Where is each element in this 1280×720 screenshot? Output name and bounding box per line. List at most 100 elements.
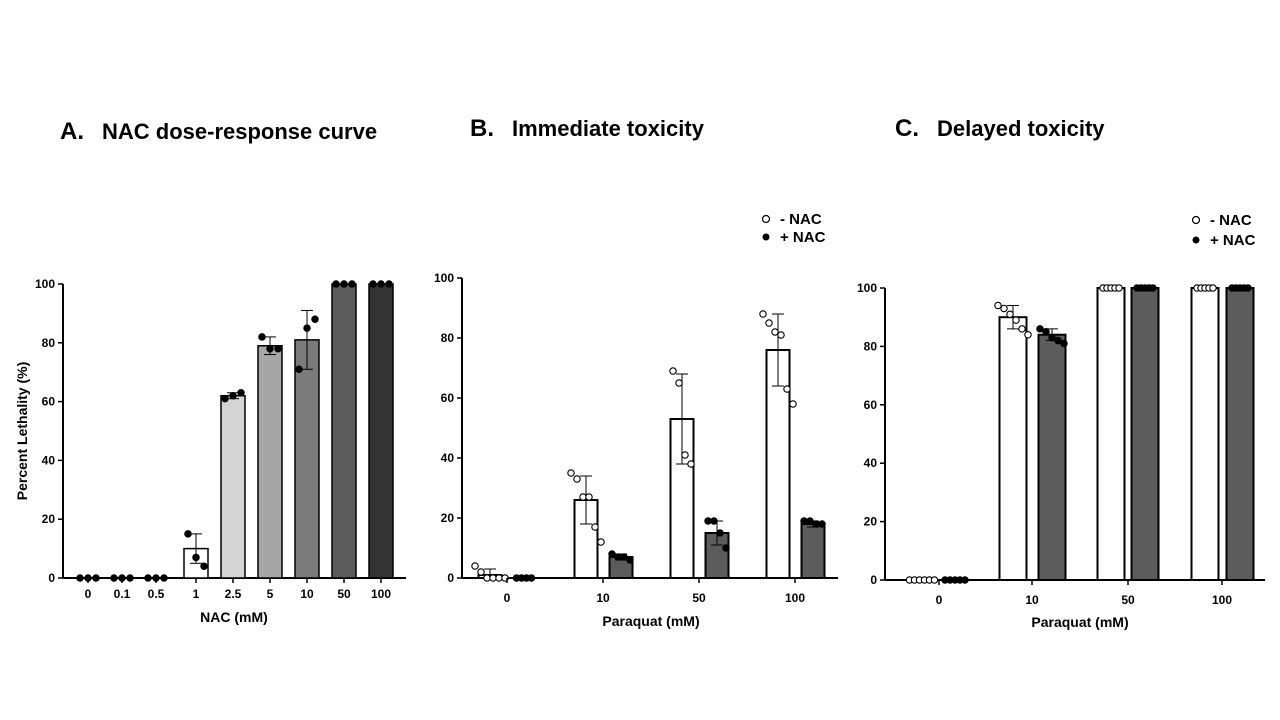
panel-b-xlabel: Paraquat (mM) xyxy=(602,613,699,629)
panel-b-xtick-label: 50 xyxy=(692,591,706,605)
panel-a-xtick-label: 100 xyxy=(371,587,391,601)
panel-a-data-point xyxy=(144,574,152,582)
panel-b-data-point xyxy=(759,310,767,318)
panel-a-data-point xyxy=(303,324,311,332)
panel-c-data-point xyxy=(1000,304,1008,313)
panel-a-data-point xyxy=(184,530,192,538)
legend-b: - NAC + NAC xyxy=(761,211,826,246)
panel-b-data-point xyxy=(800,517,808,525)
panel-a-data-point xyxy=(221,394,229,403)
panel-c-title: Delayed toxicity xyxy=(937,116,1105,141)
panel-a-data-point xyxy=(192,553,200,562)
panel-b-data-point xyxy=(495,574,503,582)
panel-c-data-point xyxy=(994,301,1002,310)
panel-b-data-point xyxy=(681,451,689,459)
panel-a-data-point xyxy=(274,344,282,353)
panel-a-title: NAC dose-response curve xyxy=(102,119,377,144)
panel-b-data-point xyxy=(812,520,820,528)
panel-c-data-point xyxy=(1018,325,1026,333)
panel-a-bar xyxy=(331,283,357,579)
panel-b-data-point xyxy=(471,562,479,570)
panel-b-data-point xyxy=(722,544,730,552)
legend-c-plus-label: + NAC xyxy=(1210,232,1256,249)
legend-c-minus-label: - NAC xyxy=(1210,212,1252,229)
panel-b-data-point xyxy=(806,517,814,525)
panel-a-xtick-label: 10 xyxy=(300,587,314,601)
panel-a-xtick-label: 0.5 xyxy=(148,587,165,601)
panel-b-data-point xyxy=(527,574,536,582)
panel-b-data-point xyxy=(777,331,785,339)
legend-b-open-marker xyxy=(761,214,771,224)
panel-a-xlabel: NAC (mM) xyxy=(200,609,268,625)
panel-a-data-point xyxy=(266,344,274,353)
panel-a-ytick-label: 100 xyxy=(35,277,55,291)
panel-b-ytick-label: 80 xyxy=(441,331,455,345)
panel-c-xtick-label: 100 xyxy=(1212,593,1232,607)
panel-b-data-point xyxy=(579,493,587,501)
legend-b-filled-marker xyxy=(762,233,770,241)
panel-a-ytick-label: 60 xyxy=(42,395,56,409)
panel-a-xtick-label: 0.1 xyxy=(114,587,131,601)
panel-a-data-point xyxy=(295,365,303,374)
panel-a-xtick-label: 2.5 xyxy=(225,587,242,601)
panel-a-ytick-label: 40 xyxy=(42,453,56,467)
panel-c-data-point xyxy=(930,576,939,584)
panel-b-data-point xyxy=(614,553,622,561)
panel-b-data-point xyxy=(675,379,683,387)
panel-b-data-point xyxy=(477,568,485,576)
panel-c-ytick-label: 20 xyxy=(864,515,878,529)
panel-a-bar xyxy=(368,283,394,579)
panel-b-data-point xyxy=(573,475,581,483)
panel-b-data-point xyxy=(608,550,616,558)
panel-a-data-point xyxy=(92,574,100,582)
panel-c-bar xyxy=(1190,287,1220,581)
panel-b-data-point xyxy=(771,328,779,336)
panel-c-data-point xyxy=(1048,333,1056,342)
panel-b-xtick-label: 0 xyxy=(504,591,511,605)
panel-a-ytick-label: 20 xyxy=(42,512,56,526)
panel-a-data-point xyxy=(76,574,84,582)
panel-b-data-point xyxy=(710,517,718,525)
panel-a-data-point xyxy=(160,574,168,582)
panel-a-plot: 0 20 40 60 80 100 0 0.1 0.5 1 2.5 5 10 50 100 xyxy=(35,277,406,601)
panel-b-ytick-label: 20 xyxy=(441,511,455,525)
panel-c-data-point xyxy=(1209,284,1217,292)
panel-a-ylabel: Percent Lethality (%) xyxy=(14,362,30,500)
panel-a-data-point xyxy=(237,389,245,397)
panel-b-data-point xyxy=(818,520,826,528)
panel-b-plot: 0 20 40 60 80 100 0 10 50 100 xyxy=(434,271,838,605)
panel-c-ytick-label: 60 xyxy=(864,398,878,412)
panel-b-data-point xyxy=(704,517,712,525)
panel-c-bar xyxy=(1037,333,1067,581)
panel-a-data-point xyxy=(377,280,385,288)
panel-c-ytick-label: 80 xyxy=(864,339,878,353)
panel-b-ytick-label: 0 xyxy=(447,571,454,585)
panel-b-data-point xyxy=(716,529,724,537)
panel-b-ytick-label: 40 xyxy=(441,451,455,465)
panel-b-data-point xyxy=(669,367,677,375)
panel-c-xtick-label: 0 xyxy=(936,593,943,607)
panel-c-data-point xyxy=(1042,328,1050,336)
panel-b-data-point xyxy=(567,469,575,477)
panel-a-data-point xyxy=(332,280,340,288)
panel-b-letter: B. xyxy=(470,115,494,142)
panel-b-data-point xyxy=(489,574,497,582)
panel-b-data-point xyxy=(620,553,628,561)
panel-a-data-point xyxy=(340,280,348,288)
panel-c-ytick-label: 100 xyxy=(857,281,877,295)
panel-b-bar xyxy=(800,523,826,579)
panel-c-data-point xyxy=(1060,339,1068,348)
panel-a-data-point xyxy=(126,574,134,582)
legend-c-open-marker xyxy=(1191,215,1201,225)
legend-c: - NAC + NAC xyxy=(1191,212,1256,249)
panel-c-ytick-label: 0 xyxy=(870,573,877,587)
panel-b-data-point xyxy=(789,400,797,408)
panel-b-title: Immediate toxicity xyxy=(512,116,705,141)
panel-c-data-point xyxy=(1115,284,1123,292)
panel-c-bar xyxy=(1096,287,1126,581)
panel-a-data-point xyxy=(258,333,266,341)
panel-c-xtick-label: 50 xyxy=(1121,593,1135,607)
panel-c-data-point xyxy=(1024,330,1032,339)
panel-b-data-point xyxy=(626,556,634,564)
